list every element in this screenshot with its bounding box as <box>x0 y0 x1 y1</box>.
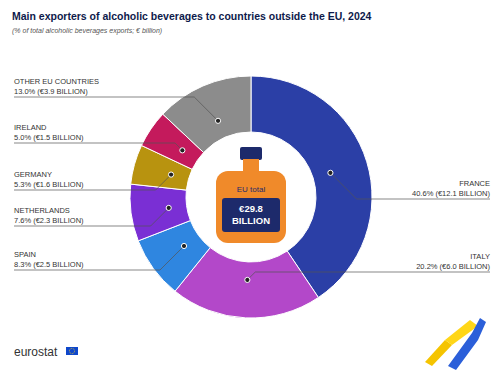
slice <box>130 184 190 241</box>
ribbon-blue <box>448 318 486 370</box>
leader-line <box>330 173 490 199</box>
title: Main exporters of alcoholic beverages to… <box>12 10 372 22</box>
category-label: GERMANY <box>14 170 52 179</box>
total-label: €29.8BILLION <box>232 203 270 226</box>
leader-line <box>14 246 184 270</box>
leader-dot <box>215 118 220 123</box>
value-label: 5.3% (€1.6 BILLION) <box>14 180 84 189</box>
eu-flag-stars <box>69 348 74 353</box>
ribbon-yellow <box>425 340 452 366</box>
leader-dot <box>180 148 185 153</box>
category-label: SPAIN <box>14 250 36 259</box>
bottle-icon: EU total €29.8BILLION <box>216 147 286 243</box>
bottle-cap <box>240 147 262 160</box>
category-label: OTHER EU COUNTRIES <box>14 77 99 86</box>
value-label: 7.6% (€2.3 BILLION) <box>14 216 84 225</box>
category-label: NETHERLANDS <box>14 206 70 215</box>
leader-line <box>14 143 182 150</box>
leader-dot <box>168 172 173 177</box>
leader-line <box>247 272 490 280</box>
leader-line <box>14 97 218 121</box>
slice <box>163 76 251 153</box>
slices <box>130 76 372 318</box>
value-label: 40.6% (€12.1 BILLION) <box>412 189 490 198</box>
leader-dot <box>245 277 250 282</box>
total-box <box>222 198 280 232</box>
value-label: 13.0% (€3.9 BILLION) <box>14 87 88 96</box>
category-label: ITALY <box>470 252 490 261</box>
value-label: 20.2% (€6.0 BILLION) <box>416 262 490 271</box>
bottle-body <box>216 171 286 243</box>
category-label: IRELAND <box>14 123 47 132</box>
value-label: 8.3% (€2.5 BILLION) <box>14 260 84 269</box>
leader-dot <box>328 170 333 175</box>
labels: FRANCE40.6% (€12.1 BILLION) ITALY20.2% (€… <box>14 77 490 283</box>
center-label: EU total <box>237 185 266 194</box>
eu-flag <box>66 347 78 355</box>
category-label: FRANCE <box>459 179 490 188</box>
source-logo: eurostat <box>14 345 58 359</box>
leader-dot <box>166 205 171 210</box>
value-label: 5.0% (€1.5 BILLION) <box>14 133 84 142</box>
background <box>0 0 500 383</box>
leader-dot <box>181 243 186 248</box>
subtitle: (% of total alcoholic beverages exports;… <box>12 27 162 35</box>
